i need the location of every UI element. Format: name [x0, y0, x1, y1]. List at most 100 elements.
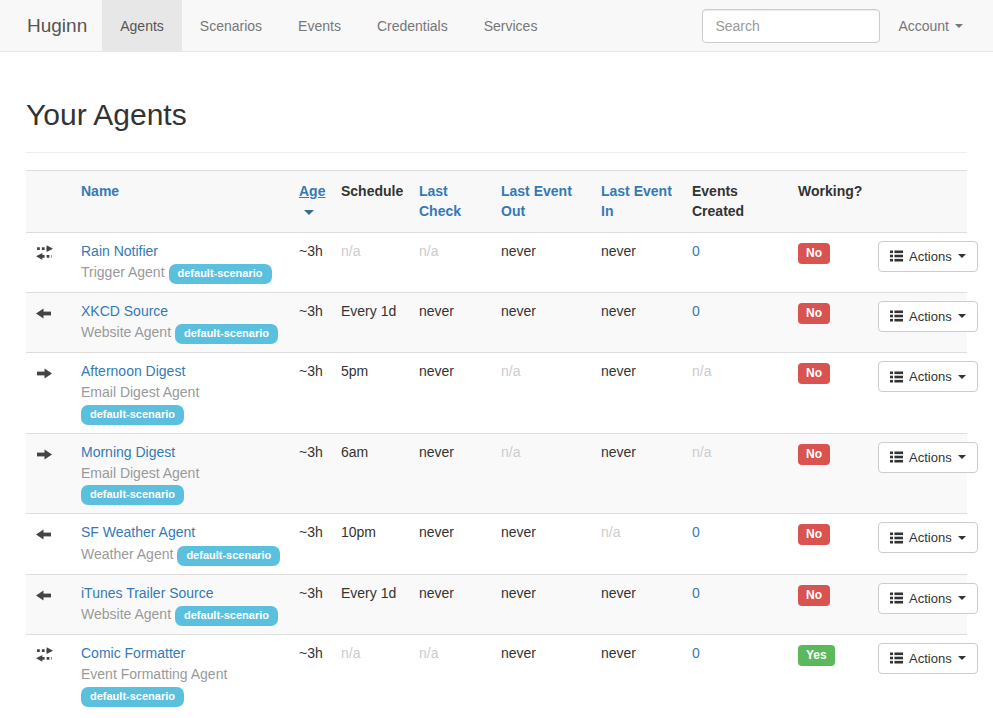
- agent-row: Afternoon Digest Email Digest Agent defau…: [26, 353, 967, 434]
- agent-age: ~3h: [291, 634, 333, 714]
- agent-events-created[interactable]: 0: [684, 292, 790, 352]
- exchange-icon: [36, 247, 53, 263]
- agent-schedule: 5pm: [333, 353, 411, 434]
- actions-button[interactable]: Actions: [878, 241, 978, 272]
- navbar: Huginn Agents Scenarios Events Credentia…: [0, 0, 993, 52]
- page-title: Your Agents: [26, 98, 967, 132]
- working-status-badge: No: [798, 524, 830, 545]
- agent-type-label: Website Agent: [81, 324, 171, 340]
- agent-events-created[interactable]: 0: [684, 232, 790, 292]
- account-label: Account: [898, 18, 949, 34]
- header-last-check: Last Check: [411, 171, 493, 233]
- list-icon: [890, 532, 903, 544]
- table-header-row: Name Age Schedule Last Check Last Event …: [26, 171, 967, 233]
- agent-last-check: never: [411, 353, 493, 434]
- working-status-badge: No: [798, 585, 830, 606]
- scenario-badge[interactable]: default-scenario: [81, 687, 184, 707]
- agent-last-check: n/a: [411, 634, 493, 714]
- agent-name-link[interactable]: iTunes Trailer Source: [81, 583, 283, 603]
- divider: [26, 152, 967, 153]
- actions-label: Actions: [909, 309, 952, 324]
- chevron-down-icon: [958, 596, 966, 600]
- working-status-badge: No: [798, 363, 830, 384]
- agent-last-event-in: never: [593, 232, 684, 292]
- header-working: Working?: [790, 171, 870, 233]
- header-age: Age: [291, 171, 333, 233]
- agent-row: SF Weather Agent Weather Agentdefault-sc…: [26, 514, 967, 574]
- agent-name-link[interactable]: Afternoon Digest: [81, 361, 283, 381]
- chevron-down-icon: [958, 375, 966, 379]
- agent-last-event-out: never: [493, 634, 593, 714]
- nav-item-credentials[interactable]: Credentials: [359, 0, 466, 51]
- agent-name-link[interactable]: XKCD Source: [81, 301, 283, 321]
- chevron-down-icon: [958, 536, 966, 540]
- header-name: Name: [73, 171, 291, 233]
- account-menu[interactable]: Account: [880, 18, 981, 34]
- agent-name-link[interactable]: Rain Notifier: [81, 241, 283, 261]
- sort-name-link[interactable]: Name: [81, 183, 119, 199]
- actions-label: Actions: [909, 530, 952, 545]
- sort-last-check-link[interactable]: Last Check: [419, 183, 461, 219]
- scenario-badge[interactable]: default-scenario: [175, 324, 278, 344]
- agent-name-link[interactable]: Comic Formatter: [81, 643, 283, 663]
- scenario-badge[interactable]: default-scenario: [81, 405, 184, 425]
- agent-events-created[interactable]: 0: [684, 574, 790, 634]
- nav-item-scenarios[interactable]: Scenarios: [182, 0, 280, 51]
- search-input[interactable]: [702, 9, 880, 43]
- agent-last-event-out: n/a: [493, 433, 593, 514]
- agent-events-created[interactable]: 0: [684, 634, 790, 714]
- sort-last-event-out-link[interactable]: Last Event Out: [501, 183, 572, 219]
- agent-type-label: Trigger Agent: [81, 264, 165, 280]
- brand-link[interactable]: Huginn: [12, 0, 102, 51]
- arrow-right-icon: [36, 448, 52, 464]
- working-status-badge: No: [798, 303, 830, 324]
- agent-type-label: Email Digest Agent: [81, 384, 199, 400]
- agent-last-check: never: [411, 574, 493, 634]
- chevron-down-icon: [955, 24, 963, 28]
- actions-button[interactable]: Actions: [878, 643, 978, 674]
- agent-last-event-in: never: [593, 292, 684, 352]
- agent-schedule: 6am: [333, 433, 411, 514]
- agent-name-link[interactable]: SF Weather Agent: [81, 522, 283, 542]
- sort-desc-icon: [304, 210, 314, 215]
- nav-item-events[interactable]: Events: [280, 0, 359, 51]
- agents-table: Name Age Schedule Last Check Last Event …: [26, 170, 967, 715]
- nav-item-agents[interactable]: Agents: [102, 0, 182, 51]
- agent-type-label: Website Agent: [81, 606, 171, 622]
- chevron-down-icon: [958, 314, 966, 318]
- header-schedule: Schedule: [333, 171, 411, 233]
- sort-last-event-in-link[interactable]: Last Event In: [601, 183, 672, 219]
- actions-label: Actions: [909, 369, 952, 384]
- scenario-badge[interactable]: default-scenario: [175, 606, 278, 626]
- agent-last-check: never: [411, 433, 493, 514]
- agent-last-event-in: never: [593, 353, 684, 434]
- actions-button[interactable]: Actions: [878, 361, 978, 392]
- scenario-badge[interactable]: default-scenario: [81, 485, 184, 505]
- scenario-badge[interactable]: default-scenario: [177, 546, 280, 566]
- actions-button[interactable]: Actions: [878, 442, 978, 473]
- agent-type-label: Event Formatting Agent: [81, 666, 227, 682]
- agent-last-event-out: never: [493, 292, 593, 352]
- actions-button[interactable]: Actions: [878, 301, 978, 332]
- agent-schedule: 10pm: [333, 514, 411, 574]
- agent-events-created[interactable]: 0: [684, 514, 790, 574]
- arrow-left-icon: [36, 528, 52, 544]
- header-events-created: Events Created: [684, 171, 790, 233]
- actions-button[interactable]: Actions: [878, 583, 978, 614]
- agent-name-link[interactable]: Morning Digest: [81, 442, 283, 462]
- list-icon: [890, 371, 903, 383]
- scenario-badge[interactable]: default-scenario: [169, 264, 272, 284]
- agent-schedule: Every 1d: [333, 292, 411, 352]
- list-icon: [890, 451, 903, 463]
- list-icon: [890, 250, 903, 262]
- list-icon: [890, 310, 903, 322]
- nav-item-services[interactable]: Services: [466, 0, 556, 51]
- working-status-badge: Yes: [798, 645, 835, 666]
- sort-age-link[interactable]: Age: [299, 183, 325, 199]
- agent-type-label: Email Digest Agent: [81, 465, 199, 481]
- agent-age: ~3h: [291, 574, 333, 634]
- actions-button[interactable]: Actions: [878, 522, 978, 553]
- agent-events-created: n/a: [684, 433, 790, 514]
- agent-schedule: n/a: [333, 634, 411, 714]
- agent-row: Rain Notifier Trigger Agentdefault-scena…: [26, 232, 967, 292]
